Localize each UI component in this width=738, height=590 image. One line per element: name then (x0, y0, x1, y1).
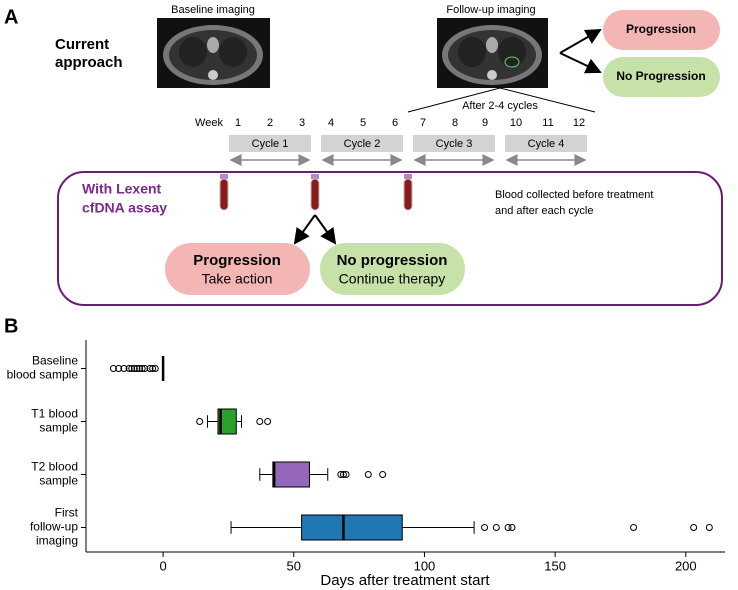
y-tick-label: T2 blood sample (31, 460, 78, 488)
outlier (630, 524, 638, 531)
result-action: Take action (202, 271, 273, 287)
outlier (151, 365, 159, 372)
outlier (705, 524, 713, 531)
outlier (339, 471, 347, 478)
blood-note: Blood collected before treatment (495, 189, 653, 201)
cycle-label: Cycle 2 (344, 138, 381, 150)
outcome-label: No Progression (616, 69, 705, 83)
outlier (146, 365, 154, 372)
y-tick-label: First follow-up imaging (30, 506, 79, 548)
outlier (364, 471, 372, 478)
cycle-label: Cycle 4 (528, 138, 565, 150)
box (272, 461, 310, 488)
week-number: 1 (235, 117, 241, 129)
arrow (293, 214, 316, 245)
arrow (559, 29, 602, 54)
week-label: Week (195, 117, 223, 129)
week-number: 10 (510, 117, 522, 129)
outlier (504, 524, 512, 531)
outlier (337, 471, 345, 478)
week-number: 4 (328, 117, 334, 129)
outlier (138, 365, 146, 372)
outlier (492, 524, 500, 531)
image-caption: Baseline imaging (171, 4, 255, 16)
week-number: 8 (452, 117, 458, 129)
arrow (314, 214, 337, 245)
week-number: 3 (299, 117, 305, 129)
week-number: 2 (267, 117, 273, 129)
outlier (342, 471, 350, 478)
bracket (407, 87, 596, 113)
box (217, 408, 237, 435)
y-tick-label: Baseline blood sample (7, 354, 79, 382)
week-number: 5 (360, 117, 366, 129)
outlier (128, 365, 136, 372)
panel-label: B (4, 315, 18, 337)
cycle-box (413, 135, 495, 152)
blood-tube (219, 174, 229, 211)
outlier (379, 471, 387, 478)
y-tick-label: T1 blood sample (31, 407, 78, 435)
x-tick-label: 100 (414, 558, 436, 573)
approach-label: approach (55, 54, 123, 71)
x-tick-label: 200 (675, 558, 697, 573)
panel-label: A (4, 6, 18, 28)
blood-note: and after each cycle (495, 205, 593, 217)
outlier (481, 524, 489, 531)
cycle-box (505, 135, 587, 152)
blood-tube (403, 174, 413, 211)
cycle-box (229, 135, 311, 152)
outlier (125, 365, 133, 372)
result-title: Progression (193, 252, 281, 269)
week-number: 11 (542, 117, 553, 129)
outlier (141, 365, 149, 372)
assay-title: With Lexent (82, 181, 162, 197)
week-number: 12 (573, 117, 585, 129)
result-pill (320, 243, 465, 295)
outlier (109, 365, 117, 372)
cycle-label: Cycle 3 (436, 138, 473, 150)
week-number: 7 (420, 117, 426, 129)
ct-image (437, 18, 548, 88)
assay-frame (57, 171, 723, 306)
x-axis-label: Days after treatment start (320, 572, 490, 589)
outcome-label: Progression (626, 22, 696, 36)
x-tick-label: 150 (544, 558, 566, 573)
x-tick-label: 0 (159, 558, 166, 573)
result-pill (165, 243, 310, 295)
cycle-label: Cycle 1 (252, 138, 289, 150)
outcome-pill (603, 57, 720, 97)
result-title: No progression (337, 252, 448, 269)
cycle-box (321, 135, 403, 152)
outlier (130, 365, 138, 372)
approach-label: Current (55, 36, 109, 53)
result-action: Continue therapy (339, 271, 446, 287)
outcome-pill (603, 10, 720, 50)
box (301, 514, 403, 541)
outlier (120, 365, 128, 372)
image-caption: Follow-up imaging (446, 4, 535, 16)
outlier (264, 418, 272, 425)
outlier (115, 365, 123, 372)
outlier (133, 365, 141, 372)
outlier (136, 365, 144, 372)
outlier (149, 365, 157, 372)
week-number: 6 (392, 117, 398, 129)
blood-tube (310, 174, 320, 211)
x-tick-label: 50 (287, 558, 301, 573)
ct-image (157, 18, 270, 88)
outlier (508, 524, 516, 531)
assay-title: cfDNA assay (82, 200, 167, 216)
week-number: 9 (482, 117, 488, 129)
outlier (196, 418, 204, 425)
arrow (559, 52, 602, 74)
bracket-label: After 2-4 cycles (462, 100, 538, 112)
outlier (256, 418, 264, 425)
outlier (690, 524, 698, 531)
